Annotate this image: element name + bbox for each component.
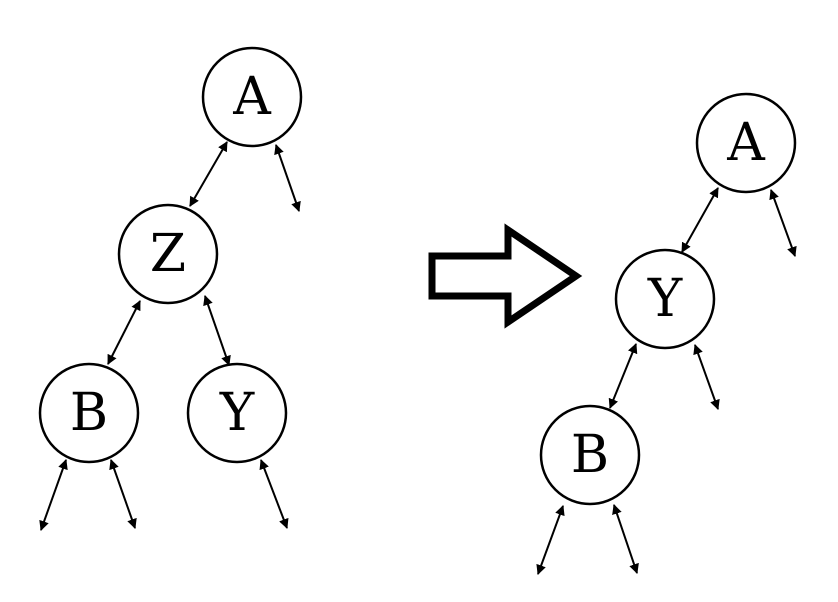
- left-node-z-label: Z: [150, 224, 186, 284]
- edge-y-child: [259, 459, 289, 529]
- edge-y-right-child: [693, 344, 720, 410]
- edge-a-z: [189, 141, 228, 207]
- left-node-y-label: Y: [219, 383, 255, 443]
- left-node-a-label: A: [232, 67, 272, 127]
- edge-b-right-child: [612, 504, 639, 574]
- edge-y-b: [608, 343, 638, 409]
- right-tree: A Y B: [536, 92, 797, 575]
- edge-z-b: [107, 300, 141, 365]
- edge-b-right-child: [109, 459, 137, 529]
- right-node-a-label: A: [726, 113, 766, 173]
- transform-arrow: [428, 223, 583, 329]
- edge-b-left-child: [39, 459, 68, 531]
- left-node-y: Y: [186, 362, 288, 464]
- edge-a-right-child: [769, 189, 797, 257]
- right-node-b-label: B: [571, 425, 609, 485]
- right-node-a: A: [695, 92, 797, 194]
- right-node-y: Y: [614, 248, 716, 350]
- left-node-b: B: [38, 362, 140, 464]
- left-node-z: Z: [117, 203, 219, 305]
- edge-z-y: [203, 295, 231, 366]
- left-node-a: A: [201, 46, 303, 148]
- left-tree: A Z B Y: [38, 46, 303, 531]
- right-node-b: B: [539, 404, 641, 506]
- edge-b-left-child: [536, 505, 565, 575]
- edge-a-right-child: [274, 144, 301, 212]
- edge-a-y: [681, 187, 719, 253]
- left-node-b-label: B: [70, 383, 108, 443]
- right-node-y-label: Y: [647, 269, 683, 329]
